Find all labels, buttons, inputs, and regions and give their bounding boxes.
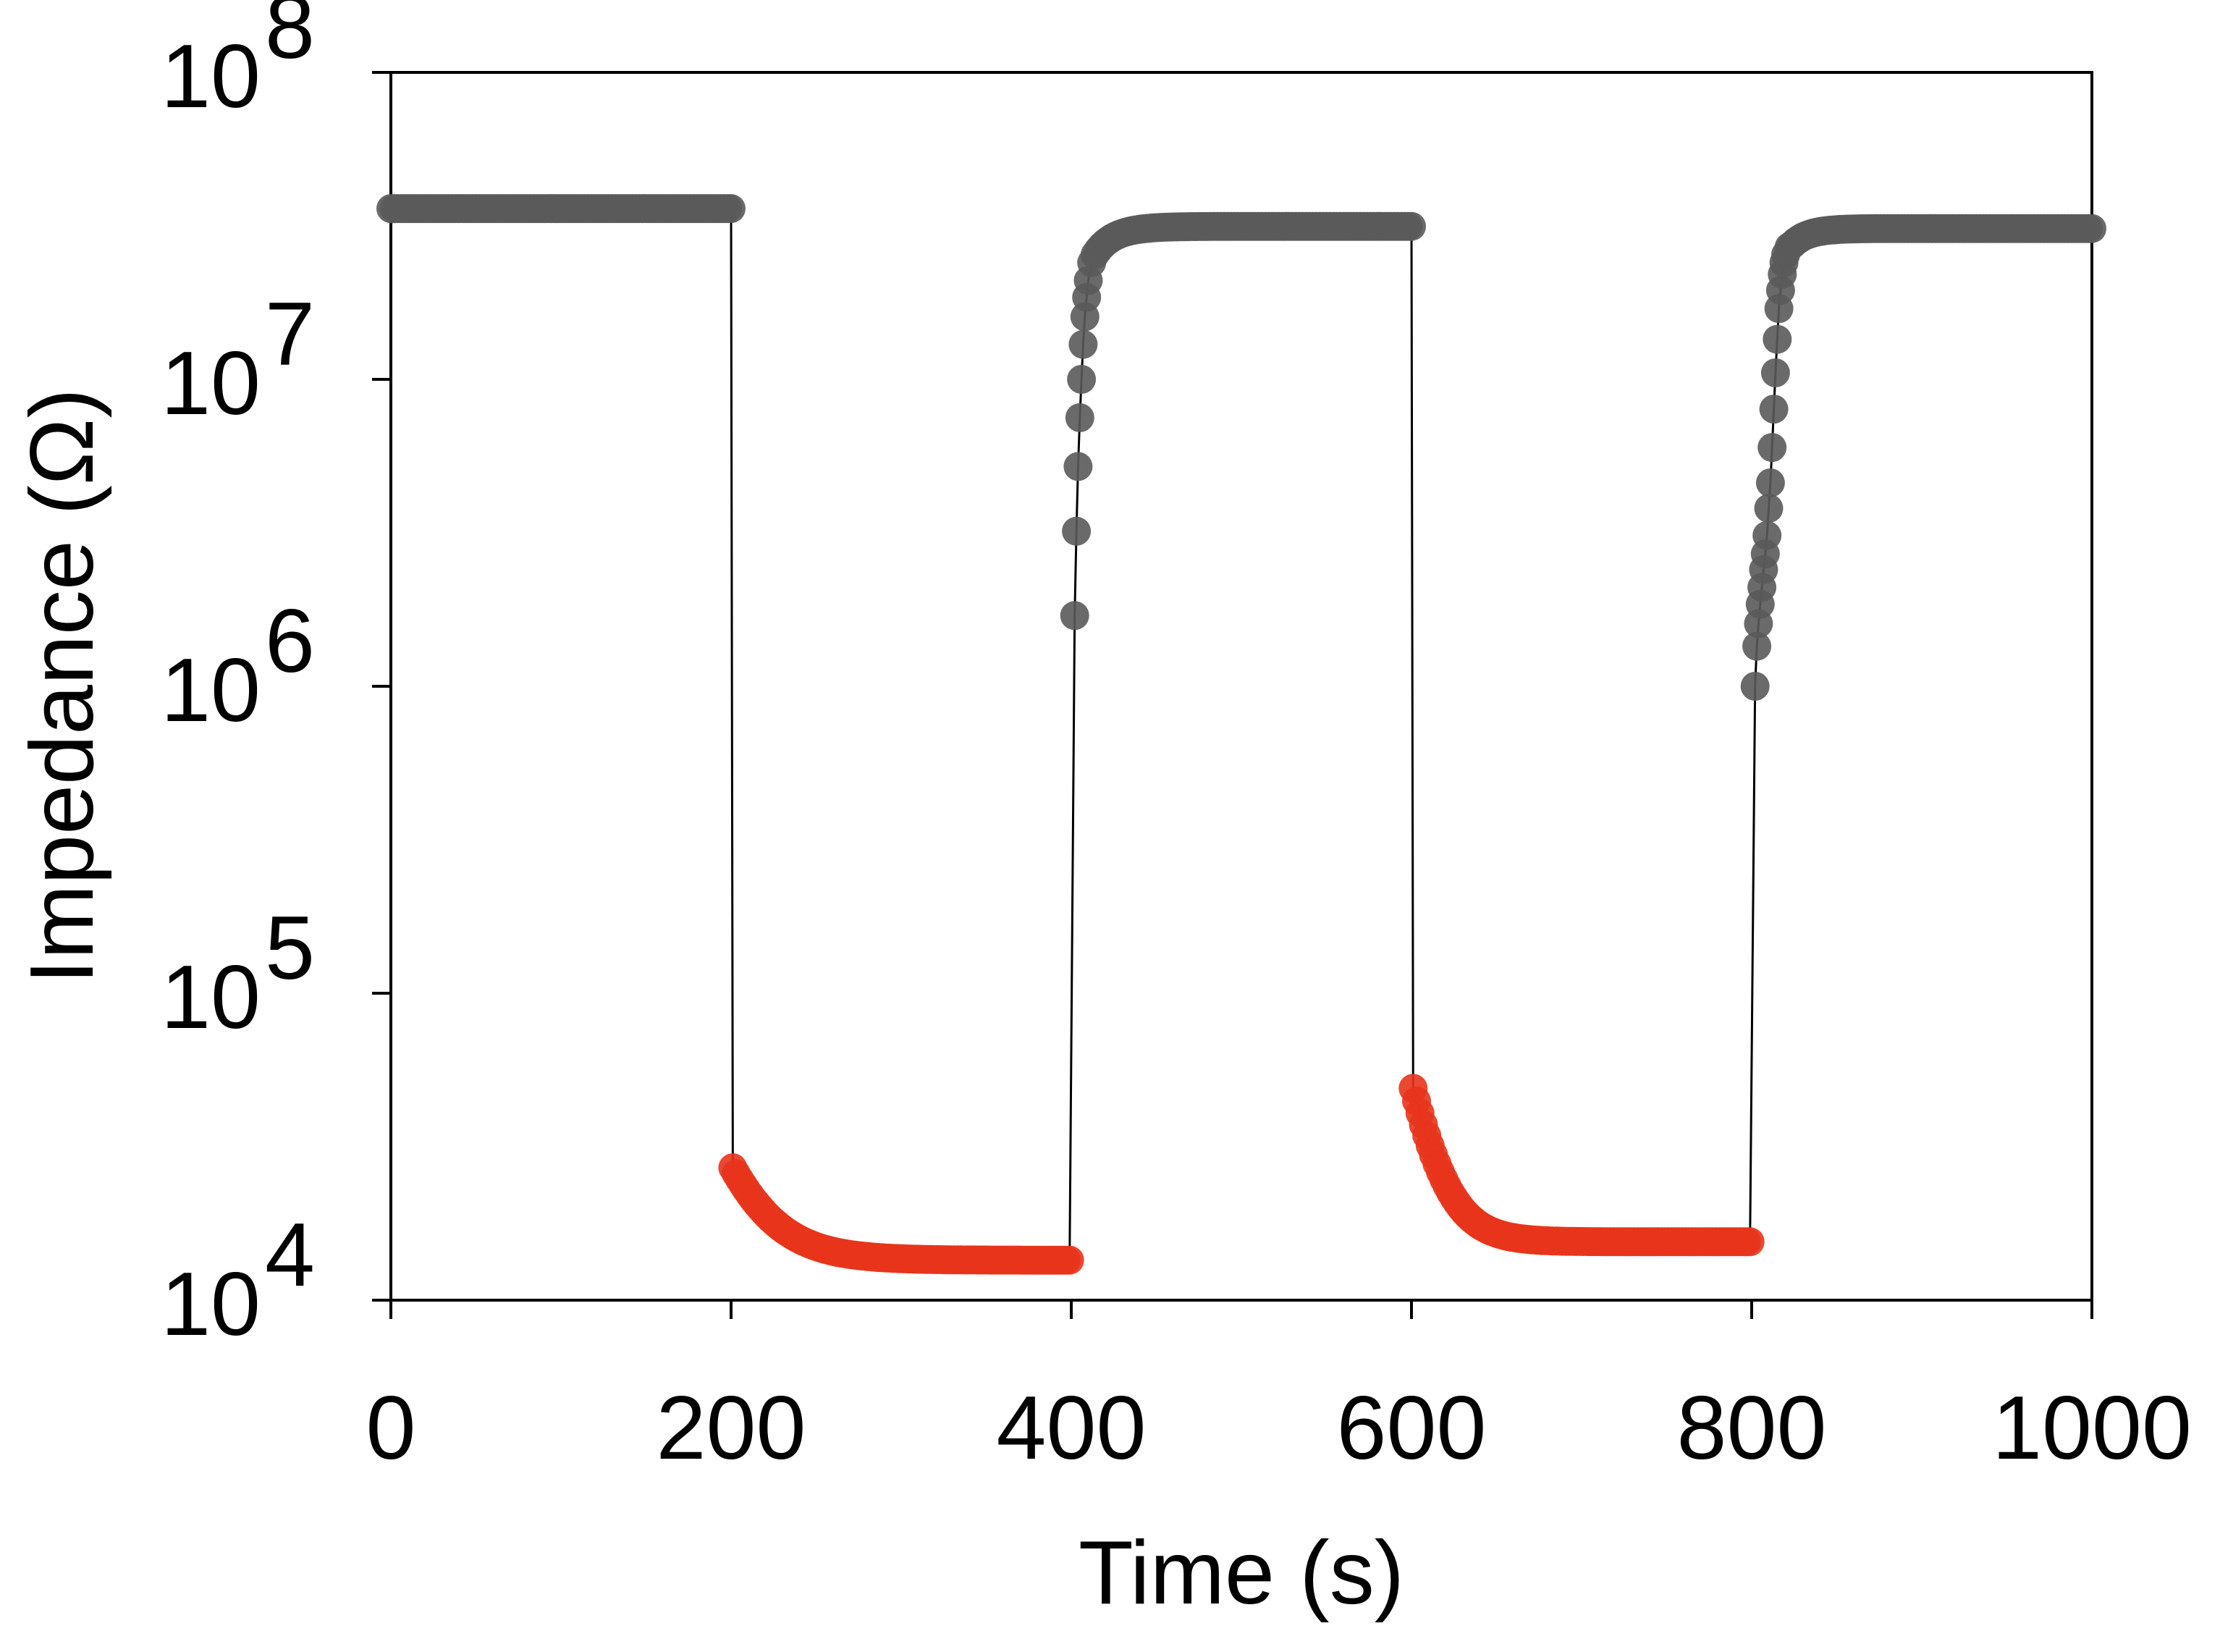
- x-tick-label: 600: [1337, 1378, 1487, 1478]
- data-points: [376, 194, 2106, 1275]
- y-tick-exponent: 6: [265, 591, 315, 691]
- x-tick-label: 1000: [1992, 1378, 2192, 1478]
- x-tick-label: 200: [657, 1378, 806, 1478]
- y-axis-title: Impedance (Ω): [12, 388, 112, 984]
- x-tick-label: 400: [997, 1378, 1147, 1478]
- connector-line: [391, 207, 2092, 1262]
- data-point: [1068, 329, 1098, 359]
- data-point: [1754, 494, 1784, 523]
- series-7: [1778, 214, 2106, 259]
- plot-area-frame: [389, 71, 2093, 1302]
- data-point: [1763, 324, 1792, 354]
- y-tick-label: 10: [161, 334, 261, 434]
- data-point: [1062, 516, 1092, 546]
- y-tick-label: 10: [161, 948, 261, 1048]
- x-axis-ticks: 0 200 400 600 800 1000: [366, 1300, 2192, 1478]
- data-point: [717, 194, 746, 224]
- series-5: [1398, 1074, 1765, 1257]
- data-point: [1752, 521, 1782, 550]
- data-point: [1740, 672, 1770, 701]
- x-tick-label: 800: [1677, 1378, 1827, 1478]
- x-axis-title: Time (s): [1079, 1523, 1404, 1623]
- series-3: [1060, 248, 1107, 631]
- series-1: [376, 194, 746, 224]
- series-2: [718, 1153, 1084, 1275]
- data-point: [1757, 433, 1787, 463]
- data-point: [1397, 211, 1426, 241]
- y-tick-exponent: 8: [265, 0, 315, 77]
- y-tick-label: 10: [161, 27, 261, 127]
- data-point: [1063, 452, 1093, 481]
- connector-lines: [391, 207, 2092, 1262]
- data-point: [1742, 631, 1772, 661]
- y-tick-exponent: 7: [265, 285, 315, 384]
- data-point: [1065, 403, 1094, 432]
- data-point: [1760, 358, 1790, 387]
- data-point: [1055, 1245, 1084, 1275]
- data-point: [2077, 214, 2106, 243]
- data-point: [1060, 601, 1089, 631]
- x-tick-label: 0: [366, 1378, 416, 1478]
- data-point: [1735, 1227, 1765, 1257]
- y-tick-label: 10: [161, 1255, 261, 1354]
- data-point: [1755, 468, 1785, 497]
- y-tick-exponent: 5: [265, 898, 315, 998]
- y-tick-label: 10: [161, 641, 261, 741]
- data-point: [1759, 395, 1789, 424]
- data-point: [1067, 365, 1097, 394]
- series-4: [1080, 211, 1426, 269]
- y-tick-exponent: 4: [265, 1205, 315, 1305]
